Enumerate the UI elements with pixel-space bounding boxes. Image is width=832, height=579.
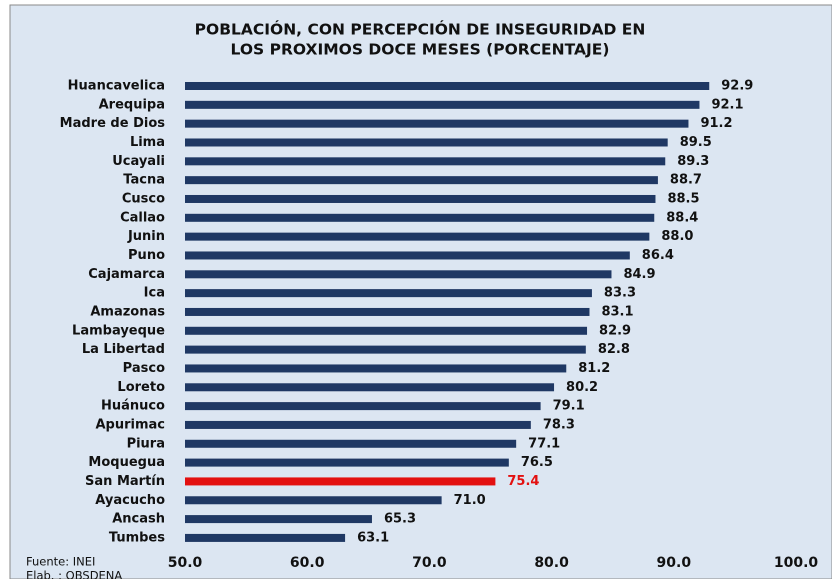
value-label: 83.3 [604, 286, 636, 301]
x-tick-label: 60.0 [290, 555, 325, 571]
category-label: Moquegua [88, 455, 165, 470]
bar [185, 458, 509, 467]
category-label: Ica [144, 286, 165, 301]
bar [185, 533, 346, 542]
value-label: 83.1 [601, 304, 633, 319]
bar [185, 326, 588, 335]
bar [185, 383, 555, 392]
category-label: Callao [120, 210, 165, 225]
value-label: 84.9 [623, 267, 655, 282]
bar [185, 232, 650, 241]
x-tick-label: 50.0 [168, 555, 203, 571]
bar [185, 289, 592, 298]
category-label: Lima [130, 135, 165, 150]
chart-title: POBLACIÓN, CON PERCEPCIÓN DE INSEGURIDAD… [195, 20, 646, 39]
bar [185, 515, 372, 524]
bar [185, 194, 656, 203]
bar [185, 119, 689, 128]
value-label: 88.0 [661, 229, 693, 244]
category-label: Piura [127, 436, 165, 451]
value-label: 71.0 [454, 493, 486, 508]
value-label: 92.9 [721, 79, 753, 94]
category-label: Apurimac [95, 417, 165, 432]
category-label: Amazonas [90, 304, 165, 319]
bar [185, 82, 710, 90]
x-tick-label: 100.0 [774, 555, 819, 571]
chart-title: LOS PROXIMOS DOCE MESES (PORCENTAJE) [231, 41, 610, 59]
value-label: 78.3 [543, 417, 575, 432]
value-label: 88.5 [667, 191, 699, 206]
bar [185, 420, 531, 429]
bar [185, 364, 567, 373]
category-label: Puno [128, 248, 165, 263]
bar [185, 307, 590, 316]
value-label: 89.3 [677, 154, 709, 169]
category-label: Madre de Dios [60, 116, 166, 131]
x-tick-label: 80.0 [534, 555, 569, 571]
x-tick-label: 70.0 [412, 555, 447, 571]
value-label: 77.1 [528, 436, 560, 451]
category-label: San Martín [85, 474, 165, 489]
category-label: Arequipa [99, 97, 165, 112]
bar [185, 138, 668, 147]
category-label: Pasco [123, 361, 165, 376]
value-label: 88.7 [670, 173, 702, 188]
x-tick-label: 90.0 [657, 555, 692, 571]
bar [185, 477, 496, 486]
bar [185, 251, 630, 260]
bar [185, 439, 517, 448]
footnote: Fuente: INEI [26, 555, 95, 569]
value-label: 86.4 [642, 248, 674, 263]
value-label: 79.1 [553, 399, 585, 414]
category-label: Huancavelica [68, 79, 165, 94]
category-label: Huánuco [101, 399, 165, 414]
bar [185, 270, 612, 279]
category-label: Tumbes [109, 530, 165, 545]
bar [185, 157, 666, 166]
value-label: 63.1 [357, 530, 389, 545]
category-label: Junin [127, 229, 165, 244]
bar [185, 345, 586, 354]
category-label: Lambayeque [72, 323, 165, 338]
value-label: 76.5 [521, 455, 553, 470]
category-label: Loreto [117, 380, 165, 395]
value-label: 75.4 [507, 474, 539, 489]
category-label: Tacna [123, 173, 165, 188]
value-label: 82.8 [598, 342, 630, 357]
category-label: Cusco [122, 191, 165, 206]
bar [185, 402, 541, 411]
category-label: Ucayali [112, 154, 165, 169]
value-label: 80.2 [566, 380, 598, 395]
value-label: 92.1 [711, 97, 743, 112]
value-label: 88.4 [666, 210, 698, 225]
category-label: Cajamarca [88, 267, 165, 282]
value-label: 65.3 [384, 512, 416, 527]
bar [185, 176, 658, 185]
footnote: Elab. : OBSDENA [26, 569, 122, 579]
bar [185, 100, 700, 109]
value-label: 82.9 [599, 323, 631, 338]
category-label: Ayacucho [95, 493, 165, 508]
value-label: 81.2 [578, 361, 610, 376]
bar [185, 213, 655, 222]
value-label: 91.2 [700, 116, 732, 131]
value-label: 89.5 [680, 135, 712, 150]
category-label: Ancash [112, 512, 165, 527]
bar [185, 496, 442, 505]
category-label: La Libertad [82, 342, 165, 357]
